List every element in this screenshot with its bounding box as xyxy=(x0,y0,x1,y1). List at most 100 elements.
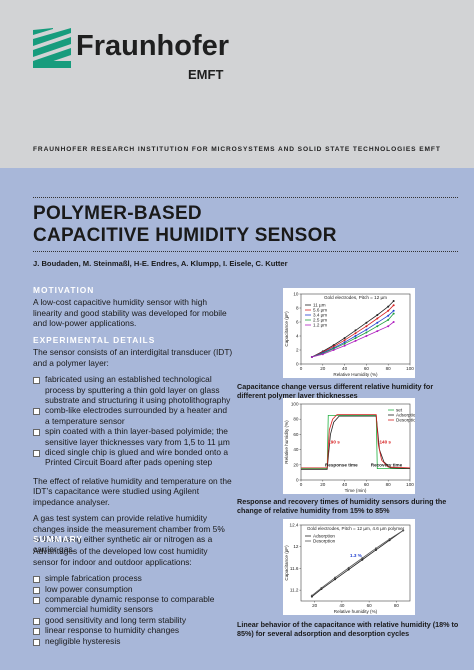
x-tick-label: 40 xyxy=(342,482,348,487)
x-tick-label: 80 xyxy=(394,603,400,608)
y-axis-label: Capacitance (pF) xyxy=(284,311,289,347)
figure-chart: 0 20 40 60 80 100 0 20 40 60 80 100 Time (min) Relati… xyxy=(283,398,415,494)
data-point xyxy=(310,356,313,358)
data-point xyxy=(365,331,368,334)
annotation: 140 s xyxy=(379,440,391,445)
y-tick-label: 0 xyxy=(296,362,299,367)
y-tick-label: 10 xyxy=(293,292,299,297)
bullet-item: comb-like electrodes surrounded by a hea… xyxy=(33,405,233,426)
data-point xyxy=(320,586,323,589)
data-point xyxy=(376,325,379,328)
data-point xyxy=(334,576,337,579)
figure-chart: 20 40 60 80 11.2 11.6 12 12.4 Relative humidity … xyxy=(283,519,415,615)
data-point xyxy=(343,342,346,345)
data-point xyxy=(376,314,379,316)
legend-label: 3.4 µm xyxy=(313,313,327,318)
x-tick-label: 60 xyxy=(367,603,373,608)
x-tick-label: 40 xyxy=(339,603,345,608)
section-heading: SUMMARY xyxy=(33,534,83,544)
x-axis-label: Time (min) xyxy=(345,488,367,493)
data-point xyxy=(354,332,357,335)
y-tick-label: 100 xyxy=(291,402,299,407)
data-point xyxy=(402,529,405,532)
data-point xyxy=(392,304,395,307)
data-point xyxy=(343,339,346,342)
section: EXPERIMENTAL DETAILS The sensor consists … xyxy=(33,335,233,561)
x-tick-label: 60 xyxy=(364,482,370,487)
legend-label: 2.5 µm xyxy=(313,318,327,323)
data-point xyxy=(343,341,346,344)
data-point xyxy=(387,325,390,328)
section-heading: MOTIVATION xyxy=(33,285,95,295)
paragraph: A low-cost capacitive humidity sensor wi… xyxy=(33,297,227,329)
data-point xyxy=(365,321,368,324)
bullet-item: low power consumption xyxy=(33,584,233,595)
x-tick-label: 20 xyxy=(320,482,326,487)
legend-label: Desorption xyxy=(396,418,415,423)
divider xyxy=(33,197,458,198)
legend-label: 11 µm xyxy=(313,303,326,308)
x-tick-label: 20 xyxy=(312,603,318,608)
data-point xyxy=(365,335,368,337)
data-point xyxy=(361,558,364,561)
data-point xyxy=(332,345,335,348)
data-point xyxy=(347,568,350,571)
figure-caption: Response and recovery times of humidity … xyxy=(237,497,447,516)
y-tick-label: 11.6 xyxy=(290,566,299,571)
paragraph: The sensor consists of an interdigital t… xyxy=(33,347,233,368)
x-tick-label: 40 xyxy=(342,366,348,371)
data-point xyxy=(392,312,395,315)
y-tick-label: 12.4 xyxy=(290,523,299,528)
data-point xyxy=(347,566,350,569)
data-point xyxy=(374,548,377,551)
x-tick-label: 80 xyxy=(386,366,392,371)
data-line xyxy=(311,530,404,597)
y-tick-label: 2 xyxy=(296,348,299,353)
x-axis-label: Relative Humidity (%) xyxy=(333,372,378,377)
data-point xyxy=(365,328,368,331)
authors: J. Boudaden, M. Steinmaßl, H-E. Endres, … xyxy=(33,259,288,268)
legend-label: 5.6 µm xyxy=(313,308,327,313)
data-point xyxy=(343,337,346,340)
data-point xyxy=(332,344,335,347)
data-point xyxy=(376,321,379,324)
data-point xyxy=(387,318,390,321)
y-axis-label: Relative humidity (%) xyxy=(284,420,289,464)
annotation: 190 s xyxy=(328,440,340,445)
data-point xyxy=(392,321,395,323)
data-point xyxy=(376,317,379,320)
y-tick-label: 40 xyxy=(293,447,299,452)
x-axis-label: Relative humidity (%) xyxy=(334,609,378,614)
data-line xyxy=(311,530,404,596)
plot-frame xyxy=(300,403,411,481)
x-tick-label: 0 xyxy=(300,366,303,371)
y-tick-label: 80 xyxy=(293,417,299,422)
annotation: Response time xyxy=(325,462,358,467)
y-tick-label: 11.2 xyxy=(290,588,299,593)
paragraph: The effect of relative humidity and temp… xyxy=(33,475,232,507)
y-tick-label: 4 xyxy=(296,334,299,339)
data-line xyxy=(301,415,411,470)
annotation: Recovery time xyxy=(371,462,403,467)
data-point xyxy=(387,314,390,317)
y-tick-label: 8 xyxy=(296,306,299,311)
chart-title: Gold electrodes, Pitch = 12 µm xyxy=(324,295,387,300)
data-point xyxy=(334,578,337,581)
logo-mark xyxy=(33,28,71,68)
plot-frame xyxy=(300,524,411,602)
data-point xyxy=(374,547,377,550)
annotation: 1.3 % xyxy=(350,553,362,558)
data-point xyxy=(376,330,379,333)
logo-name: Fraunhofer xyxy=(76,30,230,62)
title-line: POLYMER-BASED xyxy=(33,203,202,224)
divider xyxy=(33,251,458,252)
data-point xyxy=(354,337,357,340)
paragraph: A gas test system can provide relative h… xyxy=(33,513,225,555)
data-point xyxy=(332,349,335,351)
data-point xyxy=(392,309,395,312)
data-point xyxy=(354,339,357,342)
legend-label: set xyxy=(396,408,403,413)
chart-title: Gold electrodes, Pitch = 12 µm, 4.6 µm p… xyxy=(307,526,405,531)
bullet-item: good sensitivity and long term stability xyxy=(33,615,233,626)
legend-label: Adsorption xyxy=(313,534,335,539)
